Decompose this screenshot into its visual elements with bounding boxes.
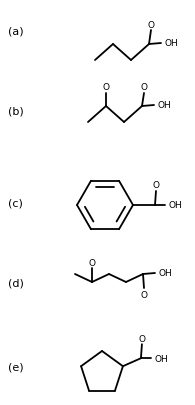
Text: O: O (141, 290, 147, 299)
Text: O: O (89, 258, 96, 267)
Text: OH: OH (168, 201, 182, 210)
Text: O: O (141, 83, 147, 92)
Text: (d): (d) (8, 277, 24, 287)
Text: (a): (a) (8, 26, 24, 36)
Text: (e): (e) (8, 362, 24, 372)
Text: (c): (c) (8, 198, 23, 207)
Text: O: O (103, 83, 110, 92)
Text: OH: OH (158, 268, 172, 277)
Text: OH: OH (154, 354, 168, 363)
Text: OH: OH (157, 100, 171, 109)
Text: O: O (138, 334, 145, 343)
Text: O: O (152, 181, 160, 190)
Text: (b): (b) (8, 106, 24, 116)
Text: O: O (147, 20, 154, 30)
Text: OH: OH (164, 38, 178, 47)
